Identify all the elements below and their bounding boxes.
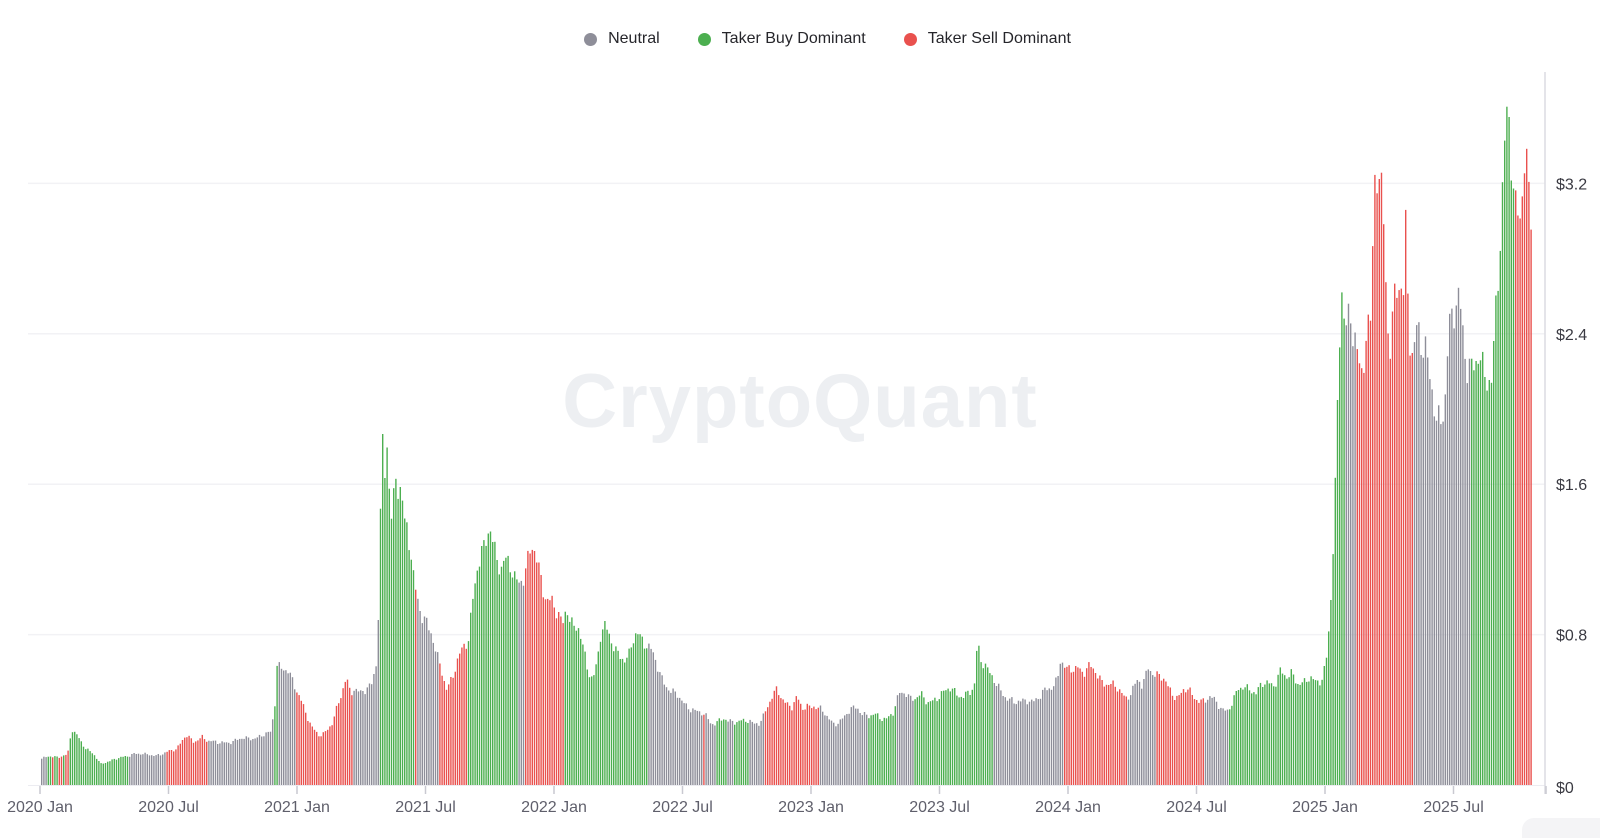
legend-label: Neutral (608, 30, 660, 47)
svg-text:2022 Jan: 2022 Jan (521, 799, 587, 816)
gridlines (28, 182, 1545, 786)
svg-text:2025 Jan: 2025 Jan (1292, 799, 1358, 816)
svg-text:2021 Jul: 2021 Jul (395, 799, 456, 816)
legend-item-taker-buy[interactable]: Taker Buy Dominant (697, 30, 866, 48)
y-axis-labels: $3.2 $2.4 $1.6 $0.8 $0 (1556, 176, 1587, 797)
svg-text:2020 Jul: 2020 Jul (138, 799, 199, 816)
legend-label: Taker Buy Dominant (721, 30, 866, 47)
svg-text:$3.2: $3.2 (1556, 176, 1587, 193)
svg-text:$1.6: $1.6 (1556, 477, 1587, 494)
svg-text:2024 Jul: 2024 Jul (1166, 799, 1227, 816)
legend-label: Taker Sell Dominant (927, 30, 1071, 47)
svg-text:2025 Jul: 2025 Jul (1423, 799, 1484, 816)
chart-legend: Neutral Taker Buy Dominant Taker Sell Do… (0, 30, 1600, 48)
taker-sell-dot-icon (903, 32, 917, 46)
svg-text:2022 Jul: 2022 Jul (652, 799, 713, 816)
x-axis-labels: 2020 Jan 2020 Jul 2021 Jan 2021 Jul 2022 Jan… (7, 799, 1484, 816)
taker-buy-dot-icon (697, 32, 711, 46)
svg-text:2021 Jan: 2021 Jan (264, 799, 330, 816)
x-tick-marks (39, 786, 1547, 794)
neutral-dot-icon (584, 32, 598, 46)
legend-item-taker-sell[interactable]: Taker Sell Dominant (903, 30, 1071, 48)
price-bars[interactable] (41, 106, 1532, 786)
svg-text:2020 Jan: 2020 Jan (7, 799, 73, 816)
legend-item-neutral[interactable]: Neutral (584, 30, 660, 48)
svg-text:2024 Jan: 2024 Jan (1035, 799, 1101, 816)
svg-text:$2.4: $2.4 (1556, 327, 1587, 344)
svg-text:2023 Jan: 2023 Jan (778, 799, 844, 816)
svg-text:$0: $0 (1556, 780, 1574, 797)
svg-text:2023 Jul: 2023 Jul (909, 799, 970, 816)
svg-text:$0.8: $0.8 (1556, 628, 1587, 645)
corner-panel (1522, 818, 1600, 838)
